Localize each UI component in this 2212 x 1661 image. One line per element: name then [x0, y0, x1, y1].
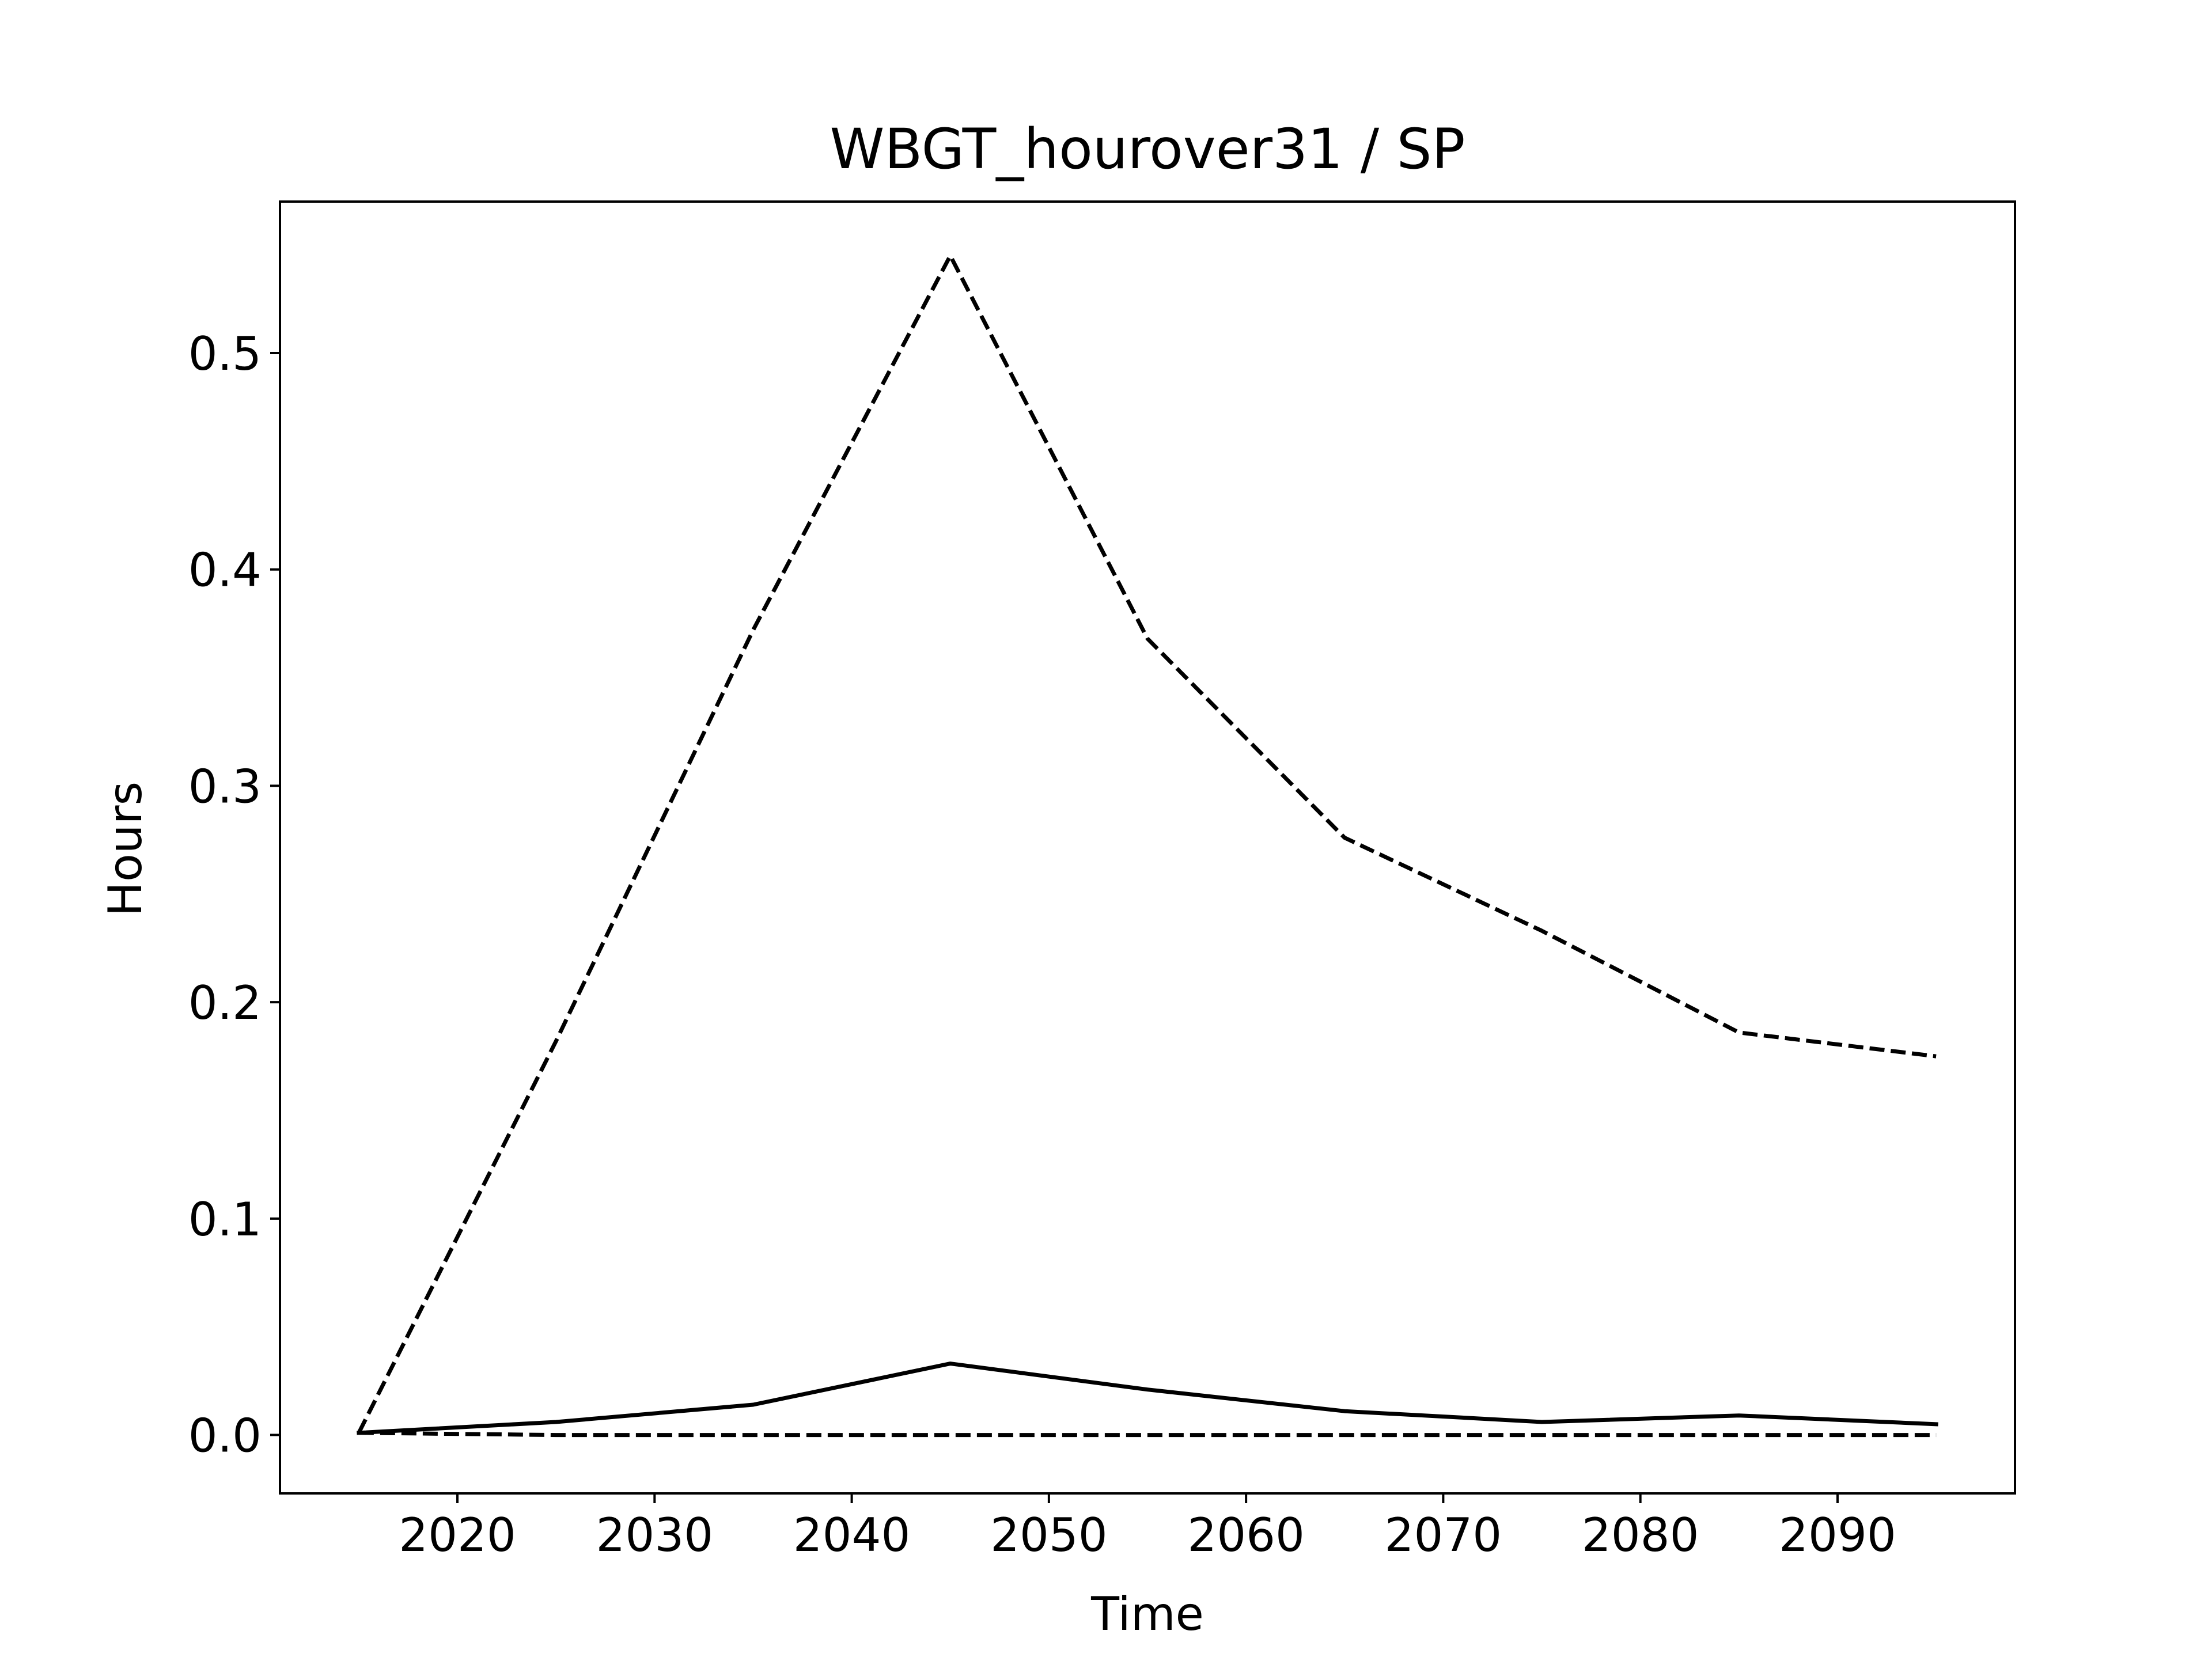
- x-tick-label: 2020: [399, 1508, 516, 1562]
- x-tick-label: 2050: [990, 1508, 1108, 1562]
- x-tick-label: 2060: [1187, 1508, 1305, 1562]
- series-line-1: [357, 253, 1937, 1434]
- plot-area-frame: [279, 200, 2016, 1495]
- y-tick-label: 0.2: [188, 976, 262, 1030]
- series-line-3: [358, 1431, 1937, 1438]
- series-line-2: [357, 1362, 1938, 1435]
- y-tick-label: 0.3: [188, 760, 262, 813]
- x-axis-ticks: 2020 2030 2040 2050 2060 2070 2080 2090: [399, 1493, 1896, 1562]
- y-axis-ticks: 0.0 0.1 0.2 0.3 0.4 0.5: [188, 327, 280, 1463]
- y-tick-label: 0.5: [188, 327, 262, 381]
- x-tick-label: 2090: [1779, 1508, 1896, 1562]
- x-tick-label: 2030: [596, 1508, 714, 1562]
- x-axis-label: Time: [1090, 1587, 1204, 1641]
- series-layer: [357, 253, 1938, 1438]
- chart-title: WBGT_hourover31 / SP: [830, 117, 1465, 181]
- y-tick-label: 0.0: [188, 1409, 262, 1463]
- y-tick-label: 0.4: [188, 544, 262, 597]
- y-axis-label: Hours: [99, 782, 152, 916]
- y-tick-label: 0.1: [188, 1193, 262, 1246]
- x-tick-label: 2080: [1582, 1508, 1699, 1562]
- x-tick-label: 2040: [793, 1508, 911, 1562]
- x-tick-label: 2070: [1385, 1508, 1502, 1562]
